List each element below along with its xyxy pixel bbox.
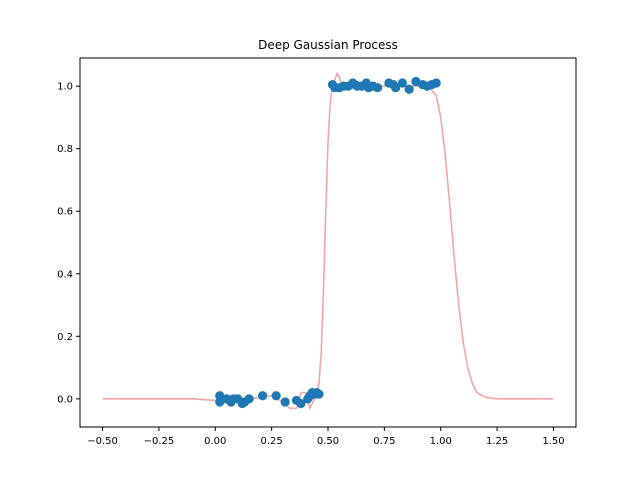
chart-title: Deep Gaussian Process xyxy=(258,38,398,52)
prediction-curve xyxy=(102,71,554,411)
y-tick-label: 0.4 xyxy=(57,269,73,280)
plot-area xyxy=(102,71,554,411)
plot-frame xyxy=(79,57,577,428)
data-point xyxy=(271,391,281,401)
data-point xyxy=(404,84,414,94)
x-tick-label: 0.25 xyxy=(261,436,283,447)
x-tick-label: 1.25 xyxy=(486,436,508,447)
y-tick-label: 0.8 xyxy=(57,144,73,155)
data-point xyxy=(431,78,441,88)
y-tick-label: 0.0 xyxy=(57,394,73,405)
data-point xyxy=(391,83,401,93)
x-tick-label: 0.50 xyxy=(317,436,339,447)
data-point xyxy=(258,391,268,401)
data-point xyxy=(296,398,306,409)
data-point xyxy=(280,397,290,407)
y-tick-label: 0.2 xyxy=(57,332,73,343)
data-point xyxy=(314,389,324,399)
x-tick-label: 0.75 xyxy=(373,436,395,447)
axes: −0.50 −0.25 0.00 0.25 0.50 0.75 1.00 1.25 1.50 0.… xyxy=(57,57,577,447)
x-tick-label: 0.00 xyxy=(204,436,226,447)
x-tick-label: 1.00 xyxy=(430,436,452,447)
x-tick-label: −0.50 xyxy=(87,436,118,447)
y-tick-label: 0.6 xyxy=(57,207,73,218)
data-point xyxy=(373,83,383,93)
y-tick-label: 1.0 xyxy=(57,82,73,93)
data-point xyxy=(244,394,254,404)
data-point xyxy=(397,78,407,88)
x-tick-label: 1.50 xyxy=(542,436,564,447)
x-tick-label: −0.25 xyxy=(144,436,175,447)
